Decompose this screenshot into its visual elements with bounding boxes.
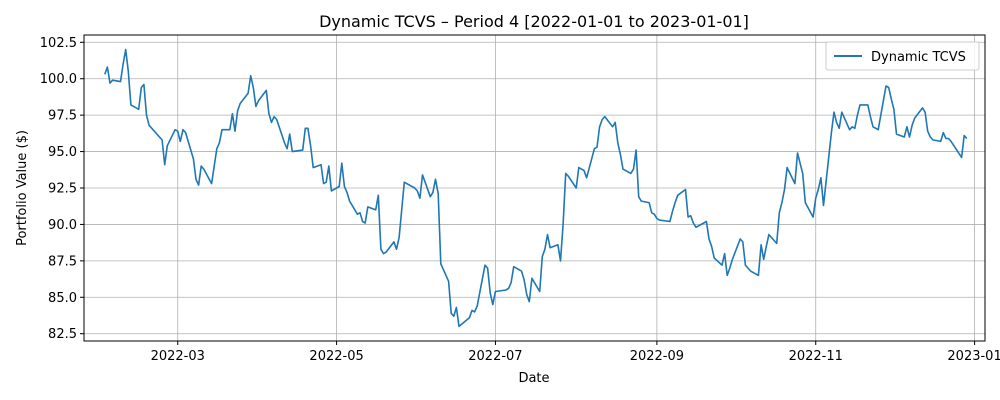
grid xyxy=(84,35,985,341)
y-axis: 82.5 85.0 87.5 90.0 92.5 95.0 97.5 100.0 102.5 xyxy=(40,36,84,342)
x-axis: 2022-03 2022-05 2022-07 2022-09 2022-11 2023-… xyxy=(151,341,1000,364)
y-tick-label: 82.5 xyxy=(48,327,77,342)
x-tick-label: 2023-01 xyxy=(947,349,1000,364)
y-tick-label: 100.0 xyxy=(40,72,77,87)
y-tick-label: 87.5 xyxy=(48,254,77,269)
x-tick-label: 2022-05 xyxy=(309,349,363,364)
series-line-dynamic-tcvs xyxy=(104,48,968,328)
y-axis-label: Portfolio Value ($) xyxy=(15,130,30,246)
y-tick-label: 102.5 xyxy=(40,36,77,51)
y-tick-label: 85.0 xyxy=(48,291,77,306)
chart-title: Dynamic TCVS – Period 4 [2022-01-01 to 2… xyxy=(319,12,749,31)
y-tick-label: 92.5 xyxy=(48,182,77,197)
x-axis-label: Date xyxy=(518,371,549,386)
x-tick-label: 2022-09 xyxy=(630,349,684,364)
legend-label: Dynamic TCVS xyxy=(871,50,966,65)
y-tick-label: 95.0 xyxy=(48,145,77,160)
x-tick-label: 2022-03 xyxy=(151,349,205,364)
y-tick-label: 90.0 xyxy=(48,218,77,233)
series-layer xyxy=(104,48,968,328)
legend: Dynamic TCVS xyxy=(825,41,980,71)
x-tick-label: 2022-07 xyxy=(468,349,522,364)
legend-box xyxy=(825,41,980,71)
x-tick-label: 2022-11 xyxy=(789,349,843,364)
y-tick-label: 97.5 xyxy=(48,109,77,124)
